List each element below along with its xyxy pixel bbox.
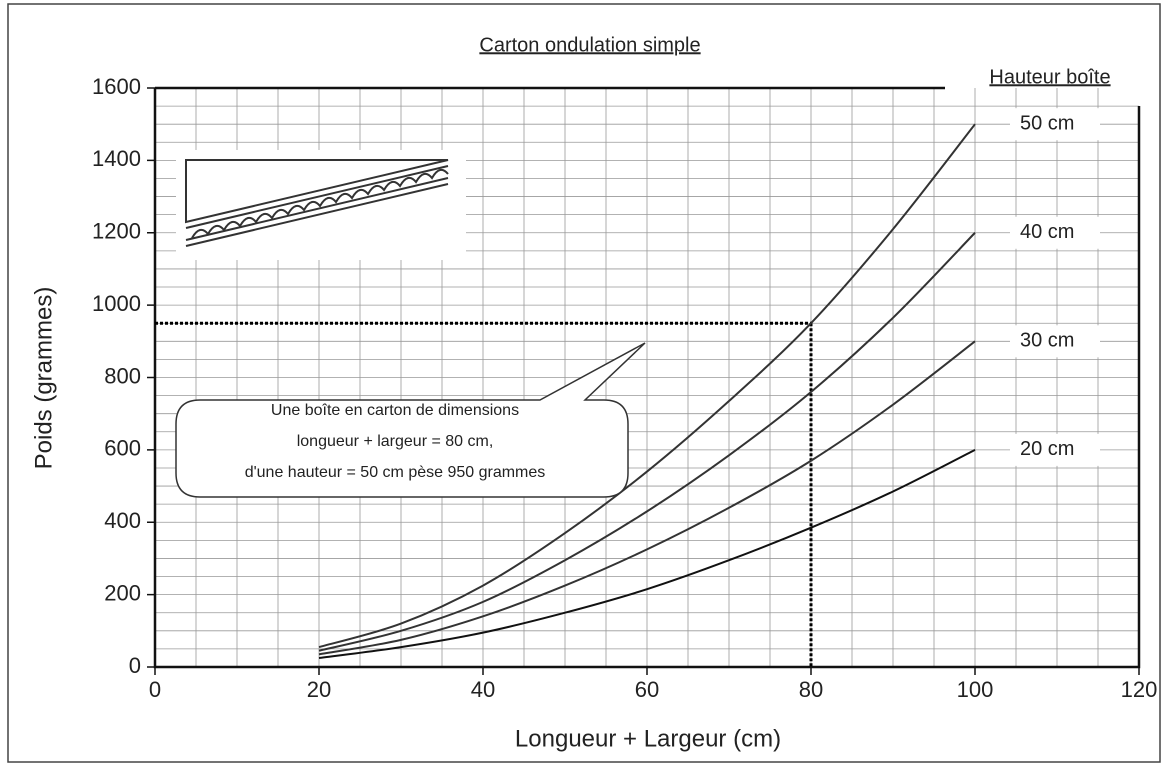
annotation-line: longueur + largeur = 80 cm, [297, 433, 494, 450]
x-tick-label: 60 [635, 677, 659, 702]
y-tick-label: 0 [129, 653, 141, 678]
chart-title: Carton ondulation simple [479, 34, 700, 56]
x-tick-label: 120 [1121, 677, 1158, 702]
x-tick-label: 100 [957, 677, 994, 702]
annotation-line: d'une hauteur = 50 cm pèse 950 grammes [245, 464, 546, 481]
inset [176, 150, 466, 260]
series-label: 30 cm [1020, 330, 1074, 352]
legend-title: Hauteur boîte [989, 66, 1110, 88]
y-tick-label: 1000 [92, 291, 141, 316]
annotation-line: Une boîte en carton de dimensions [271, 402, 519, 419]
series-label: 20 cm [1020, 438, 1074, 460]
chart: Carton ondulation simple Hauteur boîte L… [0, 0, 1169, 766]
y-axis-label: Poids (grammes) [30, 287, 57, 470]
y-tick-label: 1600 [92, 74, 141, 99]
series-label: 40 cm [1020, 221, 1074, 243]
y-tick-label: 1400 [92, 146, 141, 171]
y-tick-label: 800 [104, 363, 141, 388]
y-tick-label: 600 [104, 436, 141, 461]
x-tick-label: 80 [799, 677, 823, 702]
series-label: 50 cm [1020, 112, 1074, 134]
x-tick-label: 20 [307, 677, 331, 702]
y-tick-label: 1200 [92, 219, 141, 244]
x-axis-label: Longueur + Largeur (cm) [515, 725, 781, 752]
x-tick-label: 40 [471, 677, 495, 702]
y-tick-label: 200 [104, 580, 141, 605]
y-tick-label: 400 [104, 508, 141, 533]
x-tick-label: 0 [149, 677, 161, 702]
